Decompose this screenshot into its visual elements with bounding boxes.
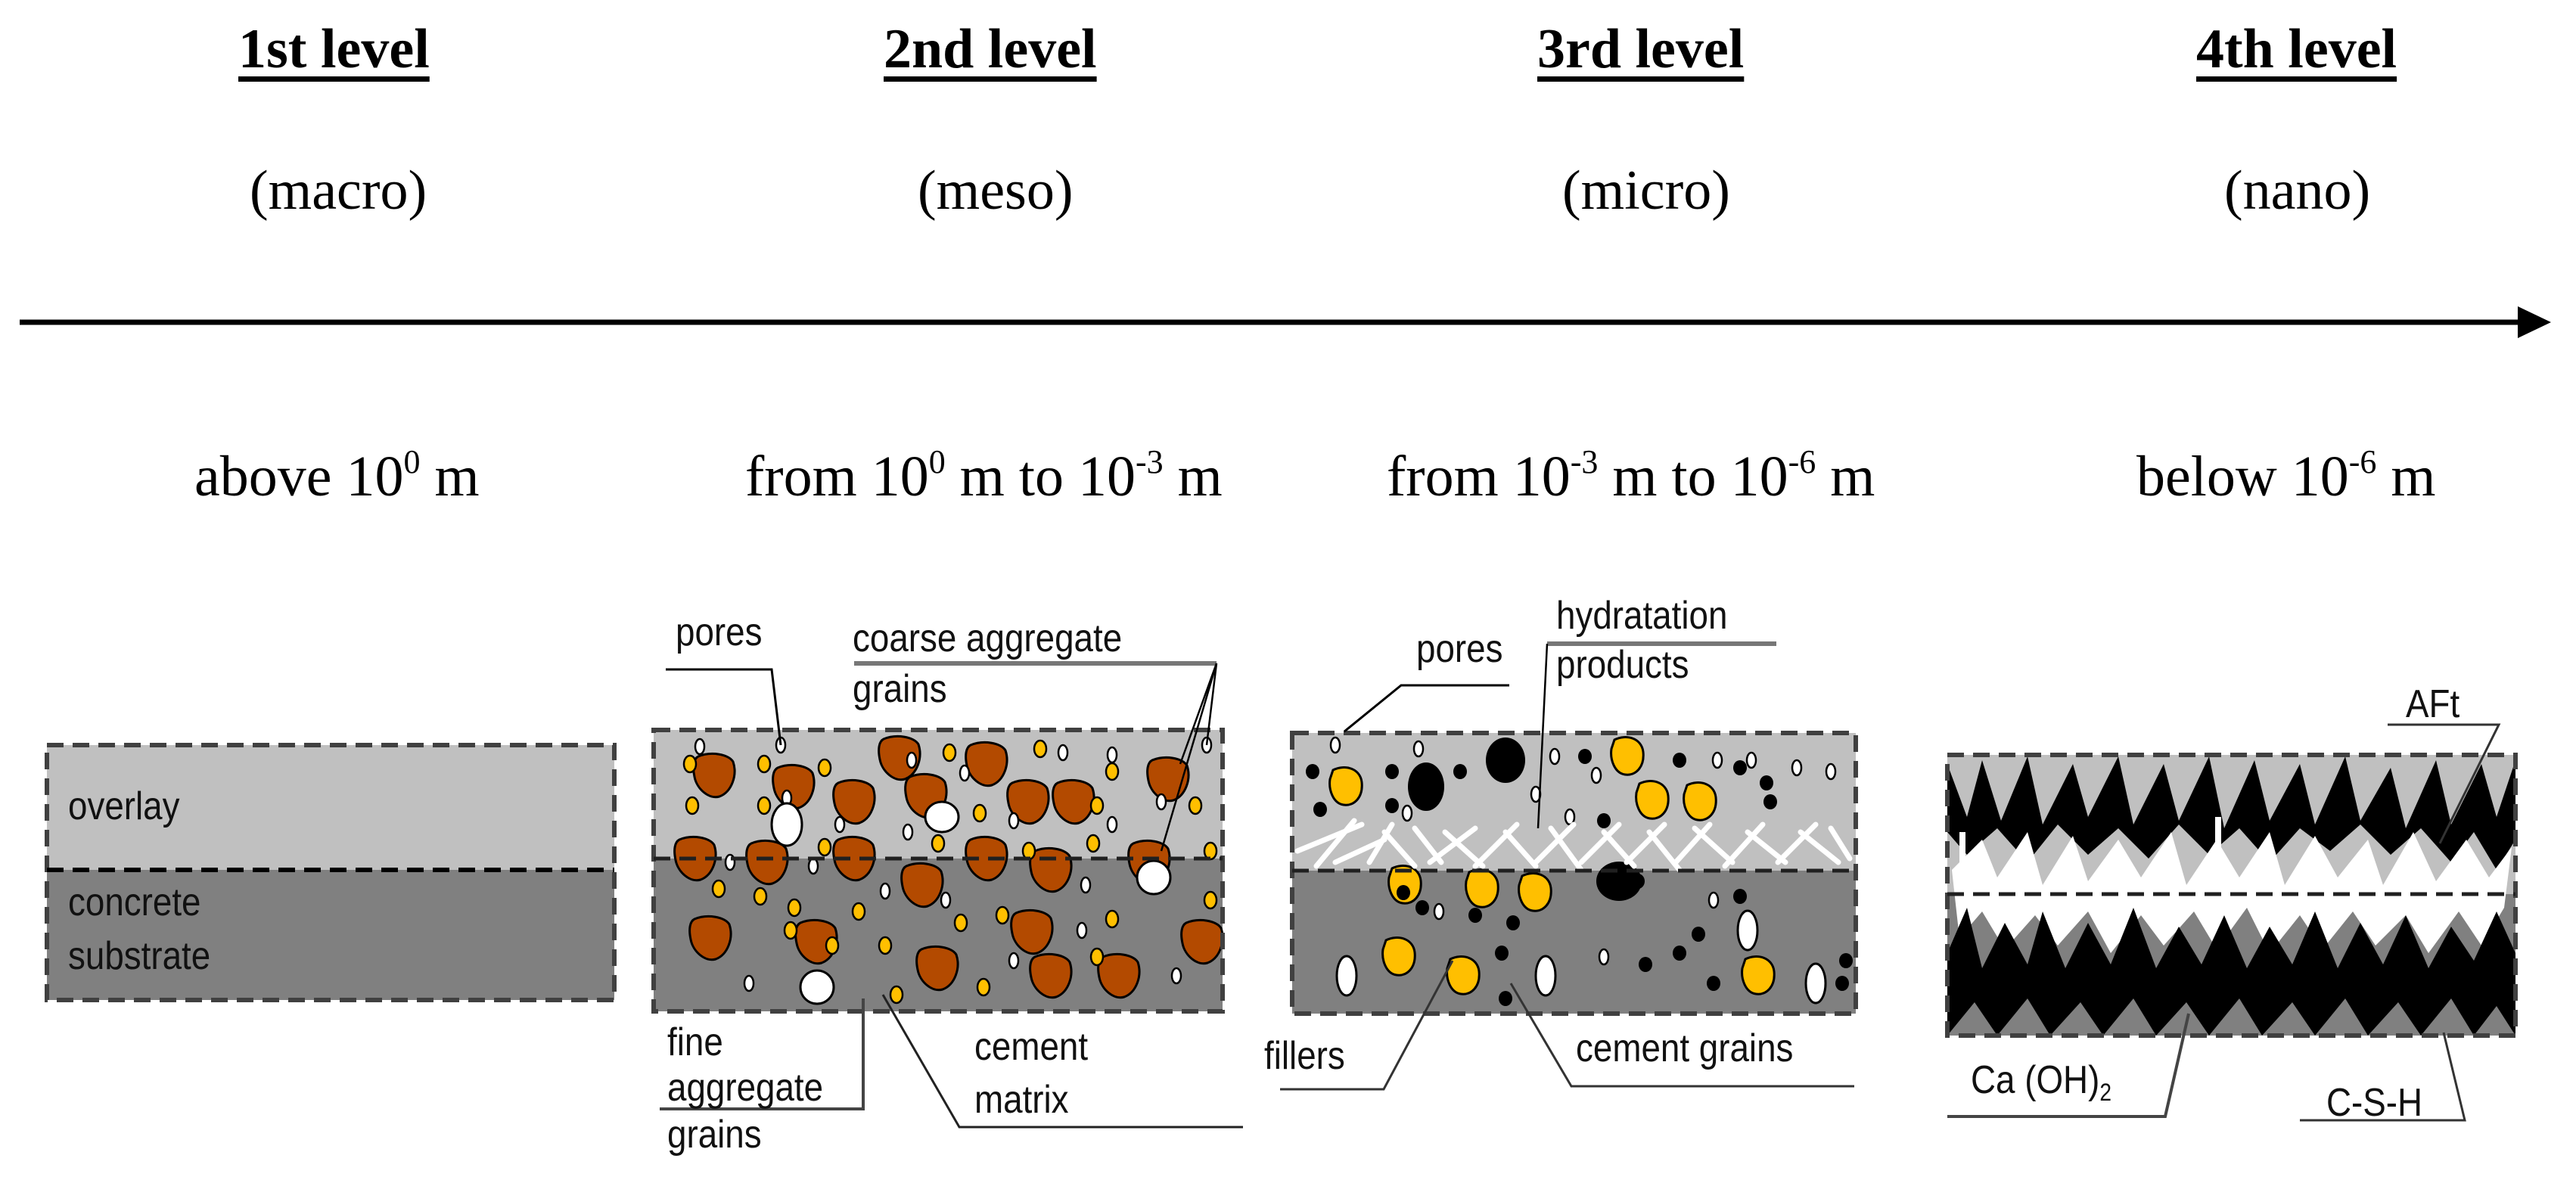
overlay-label: overlay — [68, 784, 180, 828]
range-text: below 10 — [2136, 445, 2349, 508]
caoh2-label: Ca (OH)2 — [1971, 1061, 2111, 1104]
hydration-products-label-line2: products — [1556, 643, 1689, 687]
caoh2-subscript: 2 — [2099, 1079, 2111, 1106]
cement-grains-label: cement grains — [1576, 1026, 1794, 1070]
level-2-scale-name: (meso) — [918, 160, 1074, 222]
level-1-title: 1st level — [238, 18, 430, 80]
fillers-label: fillers — [1264, 1034, 1345, 1078]
level-3-title: 3rd level — [1537, 18, 1745, 80]
range-text: from 10 — [1387, 445, 1571, 508]
caoh2-label-text: Ca (OH) — [1971, 1058, 2100, 1102]
substrate-label-line1: concrete — [68, 880, 201, 924]
csh-label: C-S-H — [2326, 1081, 2423, 1125]
micro-pores-label: pores — [1416, 627, 1503, 671]
coarse-aggregate-label-line1: coarse aggregate — [853, 616, 1123, 660]
level-1-scale-name: (macro) — [250, 160, 427, 222]
aft-label: AFt — [2406, 682, 2460, 726]
range-text: from 10 — [745, 445, 929, 508]
cement-matrix-label-line2: matrix — [974, 1078, 1069, 1122]
hydration-products-label-line1: hydratation — [1556, 594, 1728, 638]
range-text: m to 10 — [1598, 445, 1788, 508]
level-3-range: from 10-3 m to 10-6 m — [1387, 445, 1875, 508]
range-exponent: 0 — [928, 443, 946, 480]
range-exponent: -6 — [2348, 443, 2377, 480]
range-unit: m — [2376, 445, 2436, 508]
level-2-title: 2nd level — [884, 18, 1097, 80]
diagram-3-micro-structure — [1280, 641, 1858, 1091]
fine-aggregate-label-line2: aggregate — [667, 1066, 824, 1110]
range-exponent: -3 — [1135, 443, 1164, 480]
level-1-range: above 100 m — [194, 445, 480, 508]
range-exponent: -3 — [1570, 443, 1599, 480]
range-exponent: 0 — [403, 443, 421, 480]
substrate-label-line2: substrate — [68, 934, 211, 978]
range-exponent: -6 — [1788, 443, 1816, 480]
fine-aggregate-label-line1: fine — [667, 1020, 723, 1064]
range-text: above 10 — [194, 445, 404, 508]
coarse-aggregate-label-line2: grains — [853, 667, 947, 711]
cement-matrix-label-line1: cement — [974, 1025, 1089, 1069]
level-4-range: below 10-6 m — [2136, 445, 2436, 508]
diagram-1-layers — [45, 743, 617, 1002]
range-unit: m — [420, 445, 480, 508]
fine-aggregate-label-line3: grains — [667, 1113, 762, 1157]
level-4-title: 4th level — [2196, 18, 2397, 80]
diagram-4-nano-structure — [1945, 723, 2518, 1122]
meso-pores-label: pores — [676, 610, 763, 654]
diagram-2-meso-structure — [651, 661, 1243, 1129]
range-unit: m — [1816, 445, 1875, 508]
range-unit: m — [1163, 445, 1223, 508]
level-4-scale-name: (nano) — [2224, 160, 2371, 222]
range-text: m to 10 — [945, 445, 1136, 508]
level-3-scale-name: (micro) — [1562, 160, 1730, 222]
level-2-range: from 100 m to 10-3 m — [745, 445, 1223, 508]
